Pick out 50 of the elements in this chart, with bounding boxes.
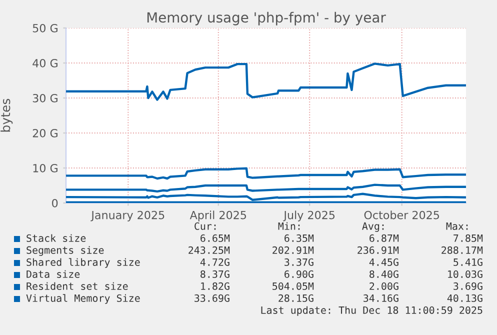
line-series	[66, 184, 466, 193]
legend-label: Resident set size	[26, 282, 128, 290]
y-tick-label: 0	[52, 198, 58, 208]
text: 8.37G	[200, 270, 230, 278]
text: Avg:	[362, 222, 384, 232]
text: 5.41G	[454, 258, 482, 266]
text: 6.87M	[370, 234, 399, 242]
y-tick-label: 50 G	[32, 24, 58, 32]
chart-title: Memory usage 'php-fpm' - by year	[147, 12, 386, 26]
text: 243.25M	[188, 246, 230, 254]
text: 504.05M	[272, 282, 314, 290]
text: 8.40G	[370, 270, 398, 278]
text: 3.69G	[454, 282, 482, 290]
x-tick-label: October 2025	[364, 210, 440, 220]
text: 202.91M	[272, 246, 314, 254]
text: 3.37G	[284, 258, 314, 266]
x-tick-label: July 2025	[283, 210, 335, 222]
text: 28.15G	[278, 294, 314, 302]
legend-label: Data size	[26, 270, 80, 278]
text: 1.82G	[201, 282, 230, 290]
text: 6.90G	[284, 270, 314, 278]
y-tick-label: 30 G	[32, 94, 58, 102]
text: 6.65M	[200, 234, 230, 242]
legend-label: Segments size	[26, 246, 104, 256]
legend-label: Shared library size	[26, 258, 140, 268]
text: 288.17M	[442, 246, 483, 254]
text: 6.35M	[284, 234, 314, 242]
text: Max:	[446, 222, 468, 230]
text: 236.91M	[358, 246, 399, 254]
y-tick-label: 40 G	[32, 58, 58, 68]
text: Min:	[278, 222, 300, 230]
text: Cur:	[194, 222, 216, 230]
y-tick-label: 10 G	[33, 164, 58, 172]
text: 10.03G	[448, 270, 482, 278]
text: 34.16G	[364, 294, 398, 302]
text: 33.69G	[194, 294, 230, 302]
line-series	[66, 167, 466, 180]
y-tick-label: 20 G	[32, 128, 58, 138]
x-tick-label: January 2025	[90, 210, 164, 222]
legend-label: Virtual Memory Size	[26, 294, 140, 304]
line-series	[66, 62, 466, 101]
text: 4.45G	[369, 258, 398, 266]
text: 40.13G	[447, 294, 482, 302]
legend-label: Stack size	[26, 234, 86, 242]
text: 2.00G	[370, 282, 398, 290]
y-axis-title: bytes	[0, 98, 13, 132]
text: Last update: Thu Dec 18 11:00:59 2025	[261, 306, 482, 316]
text: 7.85M	[454, 234, 483, 242]
x-tick-label: April 2025	[190, 210, 246, 222]
text: 4.72G	[200, 258, 230, 266]
